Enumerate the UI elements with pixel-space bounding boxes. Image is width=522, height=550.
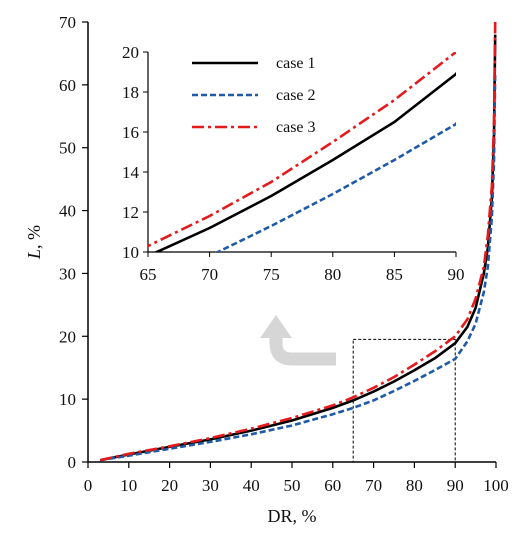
y-tick-label: 40 <box>59 202 76 221</box>
x-tick-label: 100 <box>483 476 509 495</box>
y-tick-label: 30 <box>59 264 76 283</box>
y-axis-label-symbol: L <box>24 249 44 260</box>
zoom-box <box>352 338 456 463</box>
x-tick-label: 90 <box>447 476 464 495</box>
zoom-arrow <box>260 315 336 366</box>
y-tick-label: 20 <box>59 327 76 346</box>
x-tick-label: 40 <box>243 476 260 495</box>
inset-y-ticks: 10 12 14 16 18 20 <box>122 43 148 262</box>
inset-y-tick-label: 12 <box>122 203 139 222</box>
inset-series-line-3 <box>148 52 456 248</box>
series-line-3 <box>99 21 497 462</box>
x-tick-label: 20 <box>161 476 178 495</box>
inset-x-tick-label: 85 <box>386 265 403 284</box>
y-tick-label: 70 <box>59 13 76 32</box>
x-tick-label: 0 <box>84 476 93 495</box>
inset-x-tick-label: 70 <box>201 265 218 284</box>
x-tick-label: 50 <box>284 476 301 495</box>
inset-x-tick-label: 75 <box>263 265 280 284</box>
inset-y-tick-label: 14 <box>122 163 140 182</box>
x-tick-label: 80 <box>406 476 423 495</box>
x-tick-label: 60 <box>324 476 341 495</box>
x-axis-label: DR, % <box>268 506 317 526</box>
y-tick-label: 10 <box>59 390 76 409</box>
inset-y-tick-label: 10 <box>122 243 139 262</box>
inset-x-tick-label: 90 <box>448 265 465 284</box>
main-x-ticks: 0 10 20 30 40 50 60 70 80 90 100 <box>84 462 509 495</box>
x-tick-label: 70 <box>365 476 382 495</box>
arrow-head <box>260 315 292 338</box>
y-tick-label: 0 <box>68 453 77 472</box>
main-plot: 0 10 20 30 40 50 60 70 80 90 100 0 10 20 30 40 50 60 70 D… <box>24 13 509 526</box>
main-series <box>99 21 497 462</box>
y-axis-label: L, % <box>24 225 44 260</box>
inset-series-line-1 <box>153 71 456 252</box>
x-tick-label: 30 <box>202 476 219 495</box>
inset-x-ticks: 65 70 75 80 85 90 <box>140 252 465 284</box>
series-line-2 <box>100 72 497 462</box>
legend-label-3: case 3 <box>276 119 316 136</box>
legend-label-1: case 1 <box>276 55 316 72</box>
series-line-1 <box>99 34 497 462</box>
inset-series <box>148 52 456 252</box>
y-tick-label: 60 <box>59 76 76 95</box>
main-y-ticks: 0 10 20 30 40 50 60 70 <box>59 13 88 472</box>
inset-background <box>93 36 476 296</box>
inset-x-tick-label: 80 <box>324 265 341 284</box>
y-axis-label-unit: , % <box>24 225 44 249</box>
x-tick-label: 10 <box>120 476 137 495</box>
inset-y-tick-label: 18 <box>122 83 139 102</box>
legend-label-2: case 2 <box>276 87 316 104</box>
inset-y-tick-label: 16 <box>122 123 139 142</box>
y-tick-label: 50 <box>59 139 76 158</box>
inset-y-tick-label: 20 <box>122 43 139 62</box>
inset-x-tick-label: 65 <box>140 265 157 284</box>
arrow-shaft <box>269 336 336 366</box>
legend: case 1 case 2 case 3 <box>192 55 316 136</box>
